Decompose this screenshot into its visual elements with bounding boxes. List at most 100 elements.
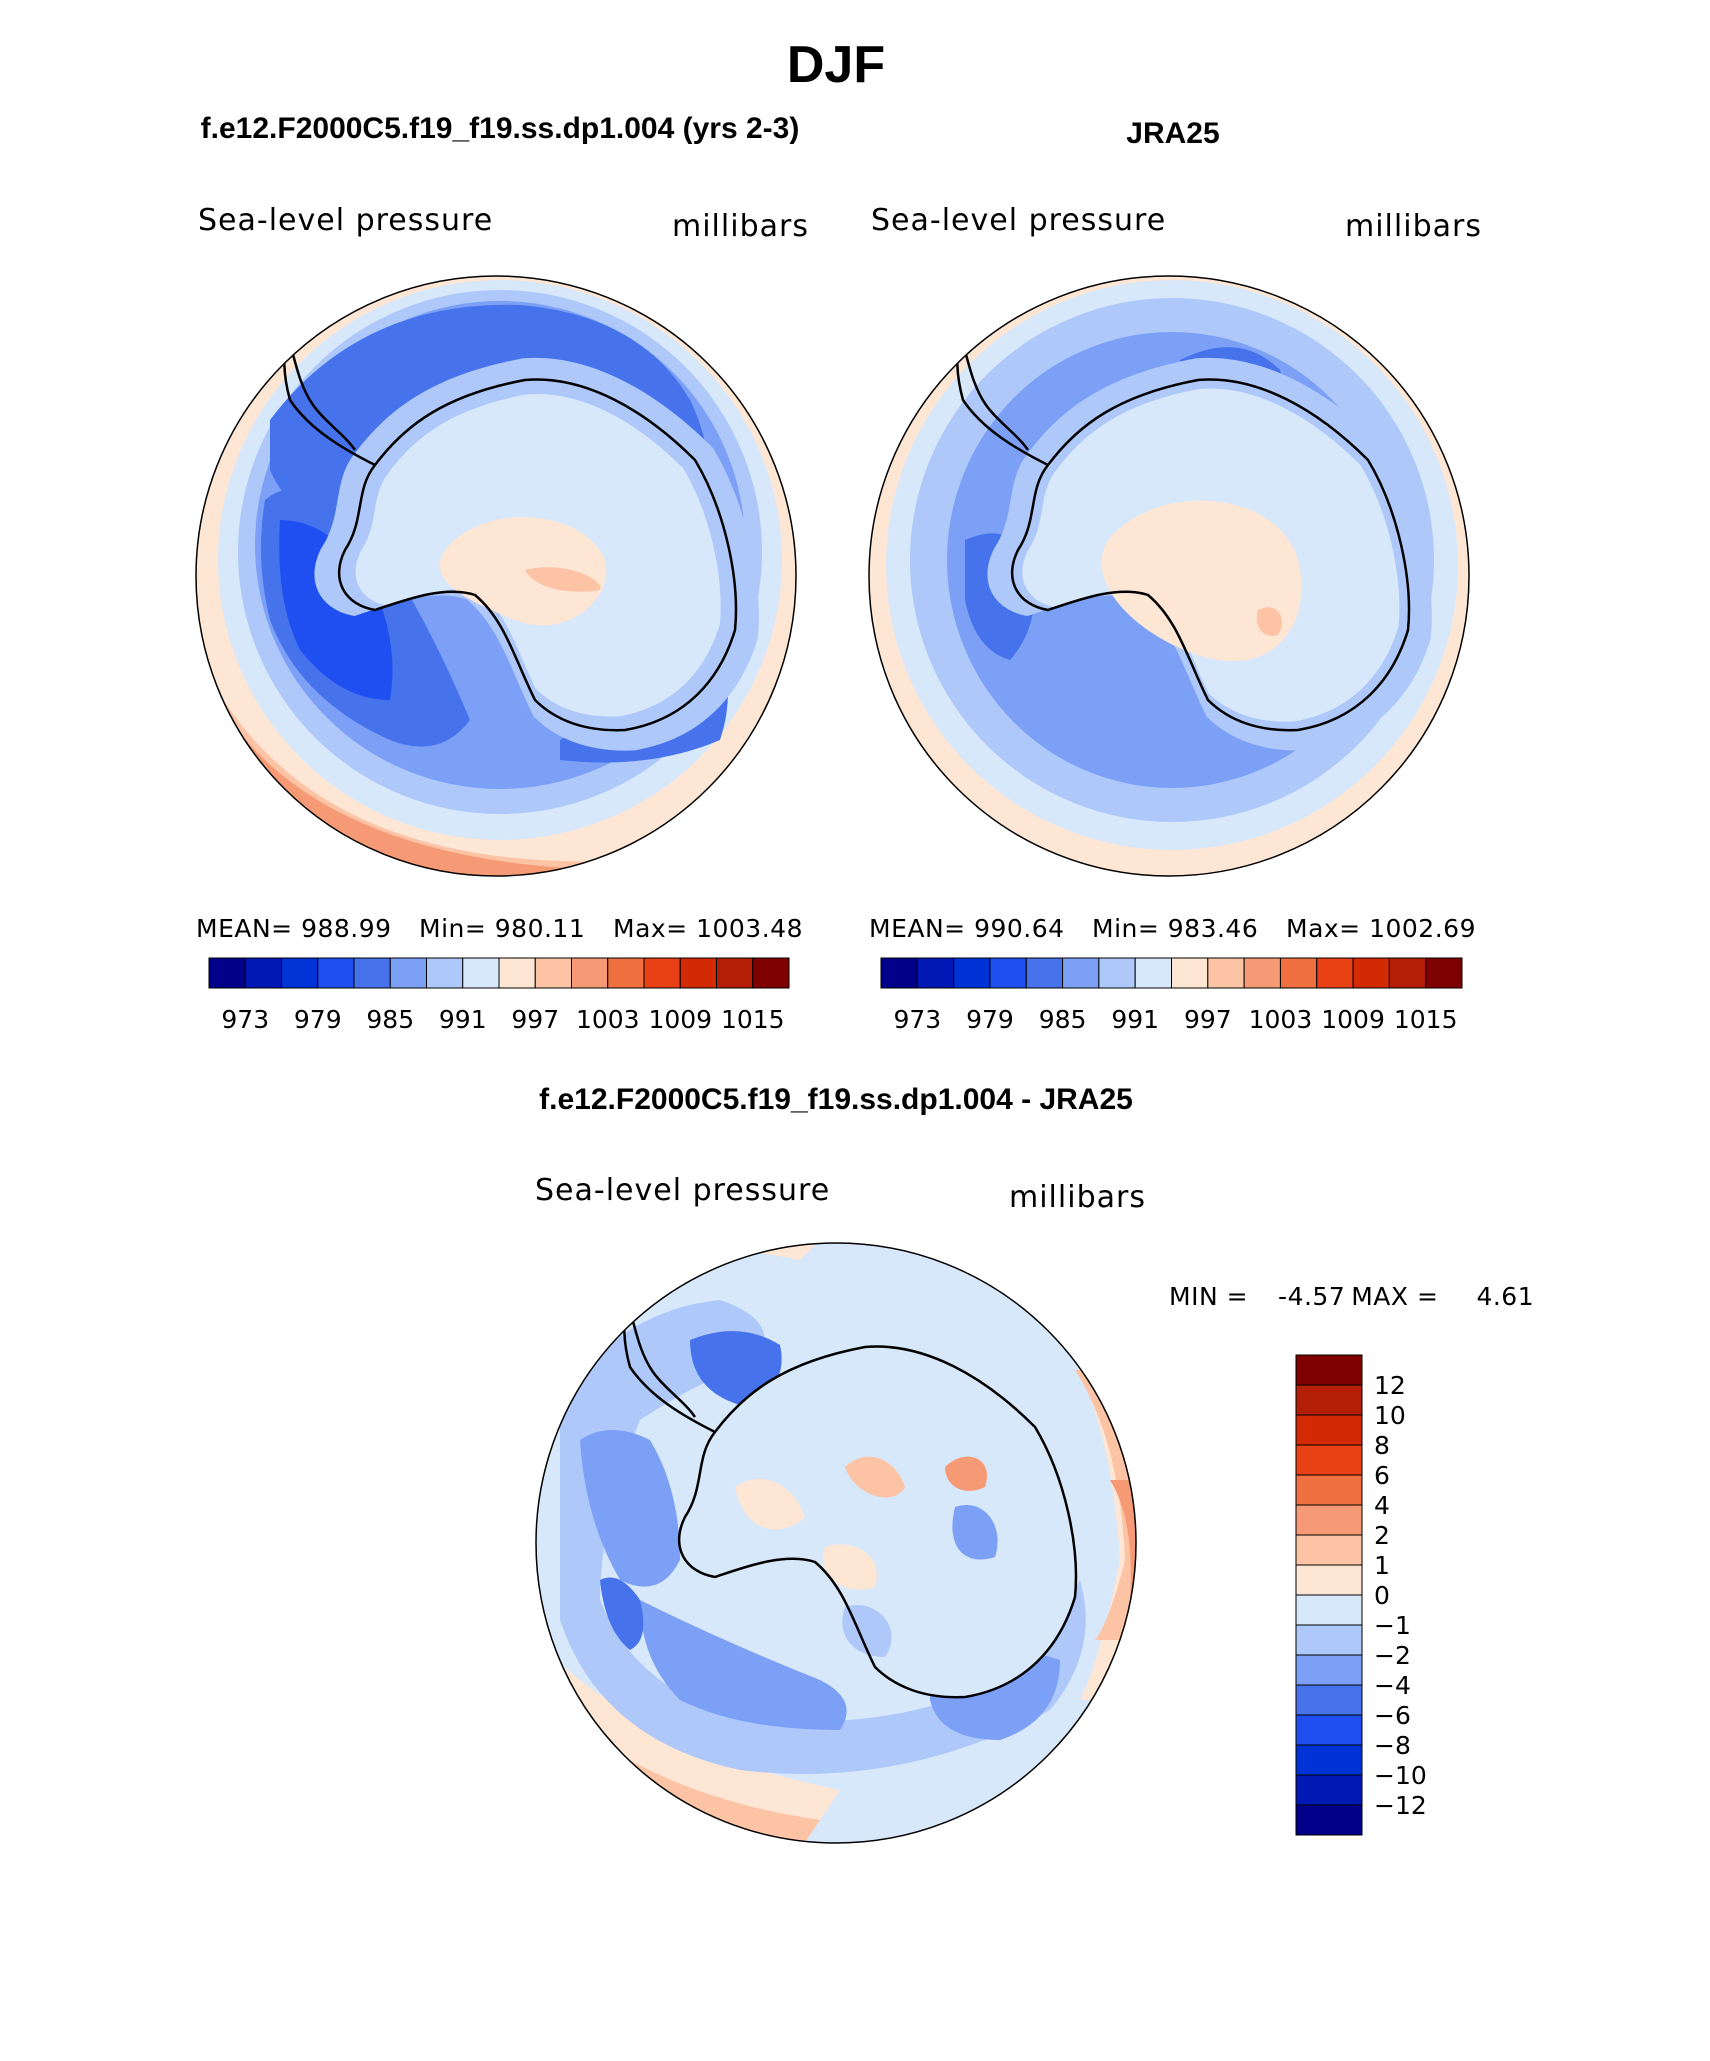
diff-case-title: f.e12.F2000C5.f19_f19.ss.dp1.004 - JRA25: [539, 1083, 1133, 1116]
diff-colorbar-box: [1295, 1774, 1363, 1806]
model-colorbar-tick-label: 979: [294, 1005, 342, 1034]
obs-colorbar-tick-label: 991: [1111, 1005, 1159, 1034]
obs-colorbar-tick-label: 1009: [1321, 1005, 1385, 1034]
obs-colorbar-box: [953, 957, 991, 989]
diff-colorbar-box: [1295, 1354, 1363, 1386]
diff-colorbar-box: [1295, 1474, 1363, 1506]
model-colorbar-tick-label: 1003: [576, 1005, 640, 1034]
diff-colorbar-tick-label: −12: [1374, 1791, 1427, 1820]
obs-max-label: Max= 1002.69: [1286, 914, 1476, 943]
diff-colorbar-tick-label: −4: [1374, 1671, 1411, 1700]
obs-colorbar-box: [1316, 957, 1354, 989]
model-fill-plateau-max: [525, 567, 601, 592]
diff-colorbar-tick-label: 12: [1374, 1371, 1406, 1400]
diff-colorbar-box: [1295, 1534, 1363, 1566]
obs-colorbar-box: [1098, 957, 1136, 989]
model-min-label: Min= 980.11: [419, 914, 585, 943]
obs-colorbar-ticks: 973 979 985 991 997 1003 1009 1015: [893, 1005, 1457, 1034]
diff-colorbar-box: [1295, 1594, 1363, 1626]
diff-units-label: millibars: [1009, 1180, 1146, 1215]
model-colorbar-box: [353, 957, 391, 989]
panel-diff: f.e12.F2000C5.f19_f19.ss.dp1.004 - JRA25…: [535, 1083, 1534, 1844]
diff-variable-label: Sea-level pressure: [535, 1173, 830, 1208]
model-colorbar-box: [534, 957, 572, 989]
diff-colorbar-box: [1295, 1714, 1363, 1746]
diff-colorbar-box: [1295, 1654, 1363, 1686]
obs-colorbar-tick-label: 1015: [1394, 1005, 1458, 1034]
obs-map-border: [868, 275, 1470, 877]
obs-colorbar-tick-label: 985: [1039, 1005, 1087, 1034]
diff-colorbar-tick-label: −8: [1374, 1731, 1411, 1760]
model-colorbar-box: [389, 957, 427, 989]
obs-colorbar-box: [1062, 957, 1100, 989]
diff-colorbar-box: [1295, 1384, 1363, 1416]
model-colorbar-box: [244, 957, 282, 989]
model-colorbar-box: [643, 957, 681, 989]
obs-variable-label: Sea-level pressure: [871, 203, 1166, 238]
diff-colorbar-tick-label: −6: [1374, 1701, 1411, 1730]
model-colorbar-box: [498, 957, 536, 989]
obs-colorbar-box: [1388, 957, 1427, 989]
obs-colorbar-box: [916, 957, 955, 989]
model-variable-label: Sea-level pressure: [198, 203, 493, 238]
panel-obs: JRA25 Sea-level pressure millibars MEAN=…: [868, 117, 1481, 1034]
diff-colorbar-box: [1295, 1744, 1363, 1776]
model-case-title: f.e12.F2000C5.f19_f19.ss.dp1.004 (yrs 2-…: [201, 112, 800, 145]
model-colorbar-box: [462, 957, 500, 989]
obs-map: [869, 276, 1469, 876]
obs-colorbar-tick-label: 1003: [1249, 1005, 1313, 1034]
model-colorbar-tick-label: 991: [439, 1005, 487, 1034]
model-colorbar-tick-label: 985: [366, 1005, 414, 1034]
obs-colorbar-box: [989, 957, 1027, 989]
model-fill-plateau: [439, 517, 607, 626]
diff-colorbar-tick-label: 8: [1374, 1431, 1390, 1460]
diff-colorbar-tick-label: 1: [1374, 1551, 1390, 1580]
model-colorbar-tick-label: 997: [511, 1005, 559, 1034]
obs-colorbar-box: [880, 957, 918, 989]
obs-colorbar-box: [1171, 957, 1209, 989]
model-colorbar-box: [317, 957, 355, 989]
diff-colorbar-tick-label: −2: [1374, 1641, 1411, 1670]
diff-map-border: [535, 1242, 1137, 1844]
diff-colorbar-tick-label: 6: [1374, 1461, 1390, 1490]
model-colorbar-box: [679, 957, 717, 989]
diff-colorbar-box: [1295, 1504, 1363, 1536]
diff-colorbar: [1295, 1354, 1363, 1836]
obs-colorbar-tick-label: 973: [893, 1005, 941, 1034]
obs-colorbar-box: [1279, 957, 1318, 989]
model-colorbar: [208, 957, 790, 989]
model-colorbar-tick-label: 1009: [648, 1005, 712, 1034]
model-map: [196, 276, 796, 876]
model-map-border: [195, 275, 797, 877]
diff-colorbar-box: [1295, 1564, 1363, 1596]
diff-colorbar-box: [1295, 1444, 1363, 1476]
model-colorbar-box: [571, 957, 609, 989]
diff-colorbar-tick-label: 10: [1374, 1401, 1406, 1430]
model-colorbar-box: [716, 957, 754, 989]
diff-colorbar-box: [1295, 1414, 1363, 1446]
model-fill-979: [279, 520, 393, 700]
diff-colorbar-tick-label: 0: [1374, 1581, 1390, 1610]
diff-colorbar-box: [1295, 1684, 1363, 1716]
obs-colorbar-box: [1352, 957, 1390, 989]
model-colorbar-box: [426, 957, 464, 989]
model-colorbar-box: [281, 957, 319, 989]
model-mean-label: MEAN= 988.99: [196, 914, 392, 943]
obs-colorbar-box: [1243, 957, 1281, 989]
diff-colorbar-tick-label: 4: [1374, 1491, 1390, 1520]
obs-colorbar-tick-label: 997: [1184, 1005, 1232, 1034]
model-colorbar-tick-label: 973: [221, 1005, 269, 1034]
model-colorbar-box: [208, 957, 246, 989]
diff-colorbar-tick-label: 2: [1374, 1521, 1390, 1550]
model-colorbar-box: [752, 957, 790, 989]
model-max-label: Max= 1003.48: [613, 914, 803, 943]
obs-case-title: JRA25: [1126, 117, 1219, 150]
diff-minmax-label: MIN = -4.57 MAX = 4.61: [1169, 1282, 1534, 1311]
model-colorbar-box: [607, 957, 645, 989]
figure-title: DJF: [787, 36, 885, 94]
diff-colorbar-tick-label: −1: [1374, 1611, 1411, 1640]
panel-model: f.e12.F2000C5.f19_f19.ss.dp1.004 (yrs 2-…: [195, 112, 808, 1034]
obs-min-label: Min= 983.46: [1092, 914, 1258, 943]
diff-colorbar-tick-label: −10: [1374, 1761, 1427, 1790]
